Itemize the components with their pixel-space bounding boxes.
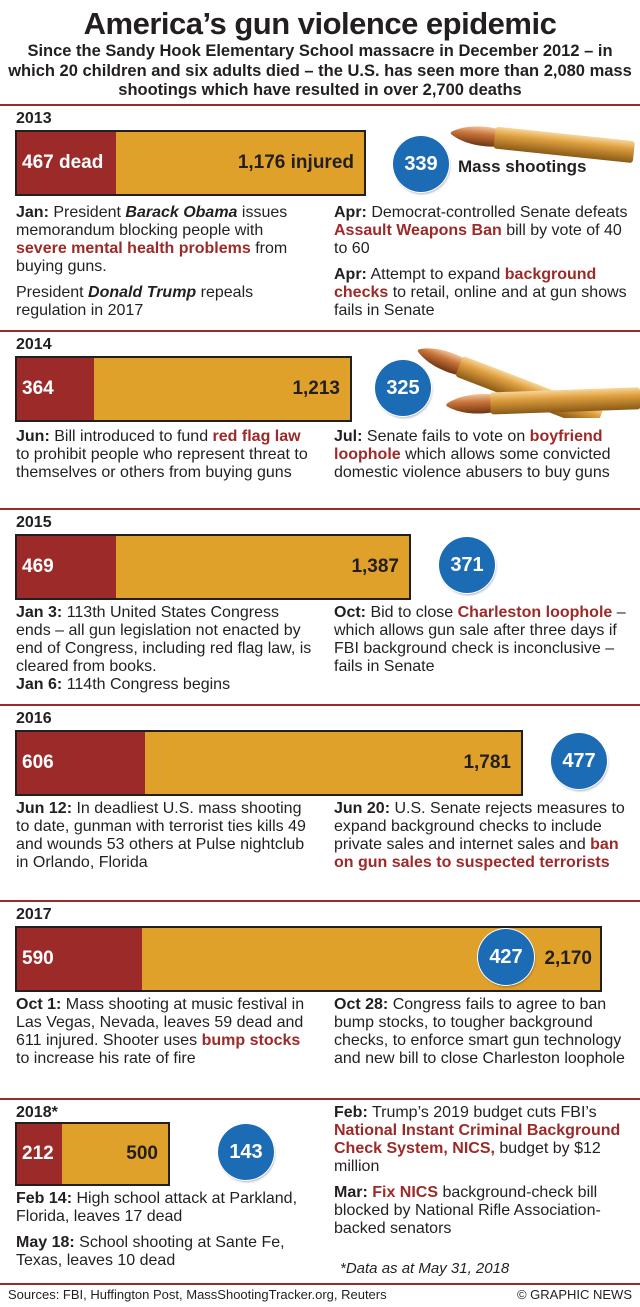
section-divider bbox=[0, 1098, 640, 1100]
section-divider bbox=[0, 508, 640, 510]
year-2018-right-note: Feb: Trump’s 2019 budget cuts FBI’s Nati… bbox=[334, 1104, 621, 1175]
year-2015-label: 2015 bbox=[16, 514, 52, 531]
year-2017-label: 2017 bbox=[16, 906, 52, 923]
year-2013-mass-shootings-badge: 339 bbox=[393, 136, 449, 192]
year-2018-left-note: May 18: School shooting at Sante Fe, Tex… bbox=[16, 1234, 285, 1269]
year-2018-label: 2018* bbox=[16, 1104, 58, 1121]
year-2013-right-note: Apr: Democrat-controlled Senate defeats … bbox=[334, 204, 628, 257]
year-2017-dead-bar: 590 bbox=[17, 928, 142, 990]
credit: © GRAPHIC NEWS bbox=[516, 1287, 632, 1302]
year-2013-right-note: Apr: Attempt to expand background checks… bbox=[334, 266, 627, 319]
year-2018-injured-bar: 500 bbox=[62, 1124, 168, 1184]
year-2014-dead-bar: 364 bbox=[17, 358, 94, 420]
year-2017-left-note: Oct 1: Mass shooting at music festival i… bbox=[16, 996, 305, 1067]
section-divider bbox=[0, 104, 640, 106]
page-subtitle: Since the Sandy Hook Elementary School m… bbox=[8, 42, 632, 99]
year-2015-left-note: Jan 6: 114th Congress begins bbox=[16, 676, 231, 693]
footer-rule bbox=[0, 1283, 640, 1285]
year-2014-right-note: Jul: Senate fails to vote on boyfriend l… bbox=[334, 428, 611, 481]
year-2013-dead-bar: 467 dead bbox=[17, 132, 116, 194]
year-2015-left-note: Jan 3: 113th United States Congress ends… bbox=[16, 604, 312, 675]
year-2018-dead-bar: 212 bbox=[17, 1124, 62, 1184]
year-2013-left-note: President Donald Trump repeals regulatio… bbox=[16, 284, 254, 319]
year-2015-right-note: Oct: Bid to close Charleston loophole – … bbox=[334, 604, 626, 675]
year-2016-dead-bar: 606 bbox=[17, 732, 145, 794]
section-divider bbox=[0, 330, 640, 332]
section-divider bbox=[0, 704, 640, 706]
year-2016-label: 2016 bbox=[16, 710, 52, 727]
year-2017-mass-shootings-badge: 427 bbox=[478, 929, 534, 985]
year-2016-left-note: Jun 12: In deadliest U.S. mass shooting … bbox=[16, 800, 306, 871]
year-2015-dead-bar: 469 bbox=[17, 536, 116, 598]
footnote: *Data as at May 31, 2018 bbox=[340, 1260, 510, 1277]
bullet-icon-2014b bbox=[446, 387, 640, 415]
year-2016-mass-shootings-badge: 477 bbox=[551, 733, 607, 789]
year-2018-right-note: Mar: Fix NICS background-check bill bloc… bbox=[334, 1184, 601, 1237]
year-2018-mass-shootings-badge: 143 bbox=[218, 1124, 274, 1180]
year-2015-mass-shootings-badge: 371 bbox=[439, 537, 495, 593]
bullet-illustrations bbox=[417, 126, 640, 418]
year-2016-injured-bar: 1,781 bbox=[145, 732, 521, 794]
year-2018-left-note: Feb 14: High school attack at Parkland, … bbox=[16, 1190, 298, 1225]
year-2014-left-note: Jun: Bill introduced to fund red flag la… bbox=[16, 428, 308, 481]
year-2014-injured-bar: 1,213 bbox=[94, 358, 350, 420]
year-2013-injured-bar: 1,176 injured bbox=[116, 132, 364, 194]
year-2017-right-note: Oct 28: Congress fails to agree to ban b… bbox=[334, 996, 625, 1067]
year-2015-injured-bar: 1,387 bbox=[116, 536, 409, 598]
year-2016-right-note: Jun 20: U.S. Senate rejects measures to … bbox=[334, 800, 625, 871]
year-2014-label: 2014 bbox=[16, 336, 52, 353]
year-2014-mass-shootings-badge: 325 bbox=[375, 360, 431, 416]
sources: Sources: FBI, Huffington Post, MassShoot… bbox=[8, 1287, 387, 1302]
year-2013-left-note: Jan: President Barack Obama issues memor… bbox=[16, 204, 288, 275]
bullet-icon-2013 bbox=[450, 126, 635, 163]
page-title: America’s gun violence epidemic bbox=[83, 6, 557, 41]
mass-shootings-label: Mass shootings bbox=[458, 157, 587, 176]
section-divider bbox=[0, 900, 640, 902]
year-2013-label: 2013 bbox=[16, 110, 52, 127]
